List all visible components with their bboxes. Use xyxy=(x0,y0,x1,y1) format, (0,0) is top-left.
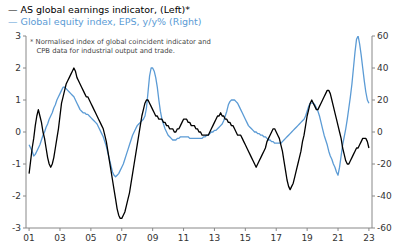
x-tick-label: 13 xyxy=(209,233,220,243)
x-tick xyxy=(183,228,184,231)
y2-tick-label: 60 xyxy=(377,31,389,41)
y2-tick-label: 20 xyxy=(377,95,389,105)
annotations: * Normalised index of global coincident … xyxy=(30,38,211,55)
y-tick xyxy=(23,100,26,101)
y2-tick xyxy=(372,36,375,37)
legend-entry: — AS global earnings indicator, (Left)* xyxy=(8,4,190,15)
chart: 010305070911131517192123-3-2-10123-60-40… xyxy=(0,0,397,250)
x-tick-label: 09 xyxy=(147,233,159,243)
y2-tick-label: -20 xyxy=(377,159,392,169)
annotation: * Normalised index of global coincident … xyxy=(30,38,211,46)
annotation: CPB data for industrial output and trade… xyxy=(30,47,175,55)
axes: 010305070911131517192123-3-2-10123-60-40… xyxy=(12,31,392,243)
y-tick-label: -2 xyxy=(12,191,21,201)
x-tick xyxy=(152,228,153,231)
x-tick-label: 05 xyxy=(85,233,96,243)
y2-tick-label: -40 xyxy=(377,191,392,201)
x-tick xyxy=(368,228,369,231)
x-tick xyxy=(307,228,308,231)
y2-tick-label: -60 xyxy=(377,223,392,233)
x-tick xyxy=(90,228,91,231)
x-tick-label: 15 xyxy=(240,233,251,243)
y-tick xyxy=(23,196,26,197)
y-tick xyxy=(23,164,26,165)
y-tick xyxy=(23,36,26,37)
y2-tick xyxy=(372,228,375,229)
y2-tick xyxy=(372,132,375,133)
x-tick xyxy=(59,228,60,231)
x-tick-label: 17 xyxy=(271,233,282,243)
x-tick-label: 21 xyxy=(332,233,343,243)
y-tick-label: 1 xyxy=(15,95,21,105)
x-tick-label: 11 xyxy=(178,233,189,243)
y-tick-label: -1 xyxy=(12,159,21,169)
y-tick-label: 2 xyxy=(15,63,21,73)
series-lines xyxy=(29,36,369,218)
x-tick-label: 03 xyxy=(54,233,65,243)
series-line xyxy=(29,68,369,218)
legend: — AS global earnings indicator, (Left)*—… xyxy=(8,4,202,27)
y2-tick-label: 40 xyxy=(377,63,389,73)
y-tick-label: -3 xyxy=(12,223,21,233)
y-tick-label: 0 xyxy=(15,127,21,137)
x-tick-label: 19 xyxy=(301,233,313,243)
y-tick xyxy=(23,132,26,133)
x-tick-label: 23 xyxy=(363,233,374,243)
y2-tick xyxy=(372,100,375,101)
x-tick xyxy=(214,228,215,231)
series-line xyxy=(29,36,369,177)
y2-tick-label: 0 xyxy=(377,127,383,137)
x-tick-label: 01 xyxy=(23,233,34,243)
y2-tick xyxy=(372,68,375,69)
x-tick xyxy=(121,228,122,231)
x-tick xyxy=(245,228,246,231)
x-tick xyxy=(276,228,277,231)
y2-tick xyxy=(372,196,375,197)
x-axis-line xyxy=(26,228,372,229)
x-tick-label: 07 xyxy=(116,233,127,243)
x-tick xyxy=(338,228,339,231)
x-tick xyxy=(29,228,30,231)
y2-tick xyxy=(372,164,375,165)
y-tick xyxy=(23,228,26,229)
y-tick-label: 3 xyxy=(15,31,21,41)
legend-entry: — Global equity index, EPS, y/y% (Right) xyxy=(8,16,202,27)
y-tick xyxy=(23,68,26,69)
